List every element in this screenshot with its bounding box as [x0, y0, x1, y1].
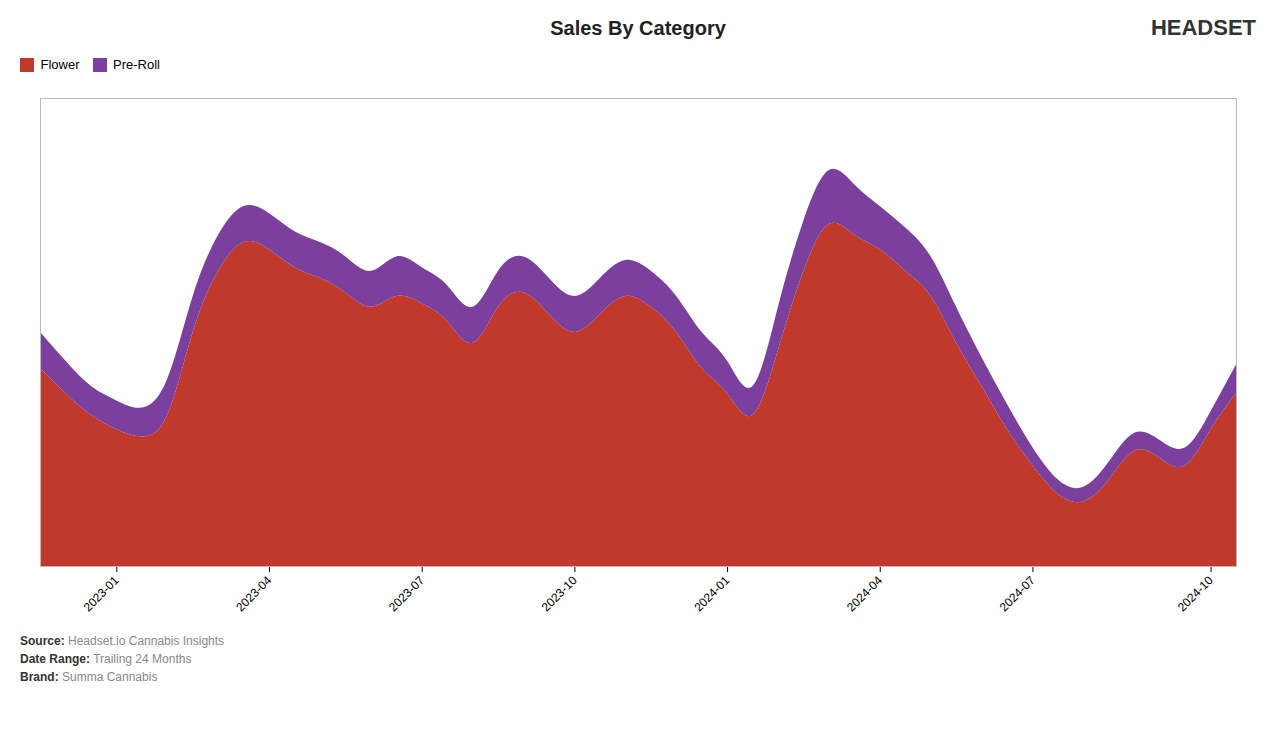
html-text:Date Range: Trailing 24 Months: Date Range: Trailing 24 Months — [20, 651, 192, 666]
html-text:Pre-Roll: Pre-Roll — [113, 57, 160, 72]
html-text:Brand: Summa Cannabis: Brand: Summa Cannabis — [20, 669, 158, 684]
svg-text:2024-10: 2024-10 — [1175, 573, 1216, 614]
svg-text:2024-07: 2024-07 — [997, 573, 1038, 614]
html-text:Sales By Category: Sales By Category — [550, 17, 726, 39]
svg-text:2023-07: 2023-07 — [386, 573, 427, 614]
html-text:HEADSET: HEADSET — [1150, 15, 1256, 40]
svg-text:2024-01: 2024-01 — [691, 573, 732, 614]
svg-text:2023-01: 2023-01 — [81, 573, 122, 614]
svg-text:2023-10: 2023-10 — [539, 573, 580, 614]
svg-text:2024-04: 2024-04 — [844, 573, 885, 614]
html-text:Source: Headset.io Cannabis In: Source: Headset.io Cannabis Insights — [20, 633, 225, 648]
svg-text:2023-04: 2023-04 — [233, 573, 274, 614]
html-text:Flower: Flower — [40, 57, 80, 72]
